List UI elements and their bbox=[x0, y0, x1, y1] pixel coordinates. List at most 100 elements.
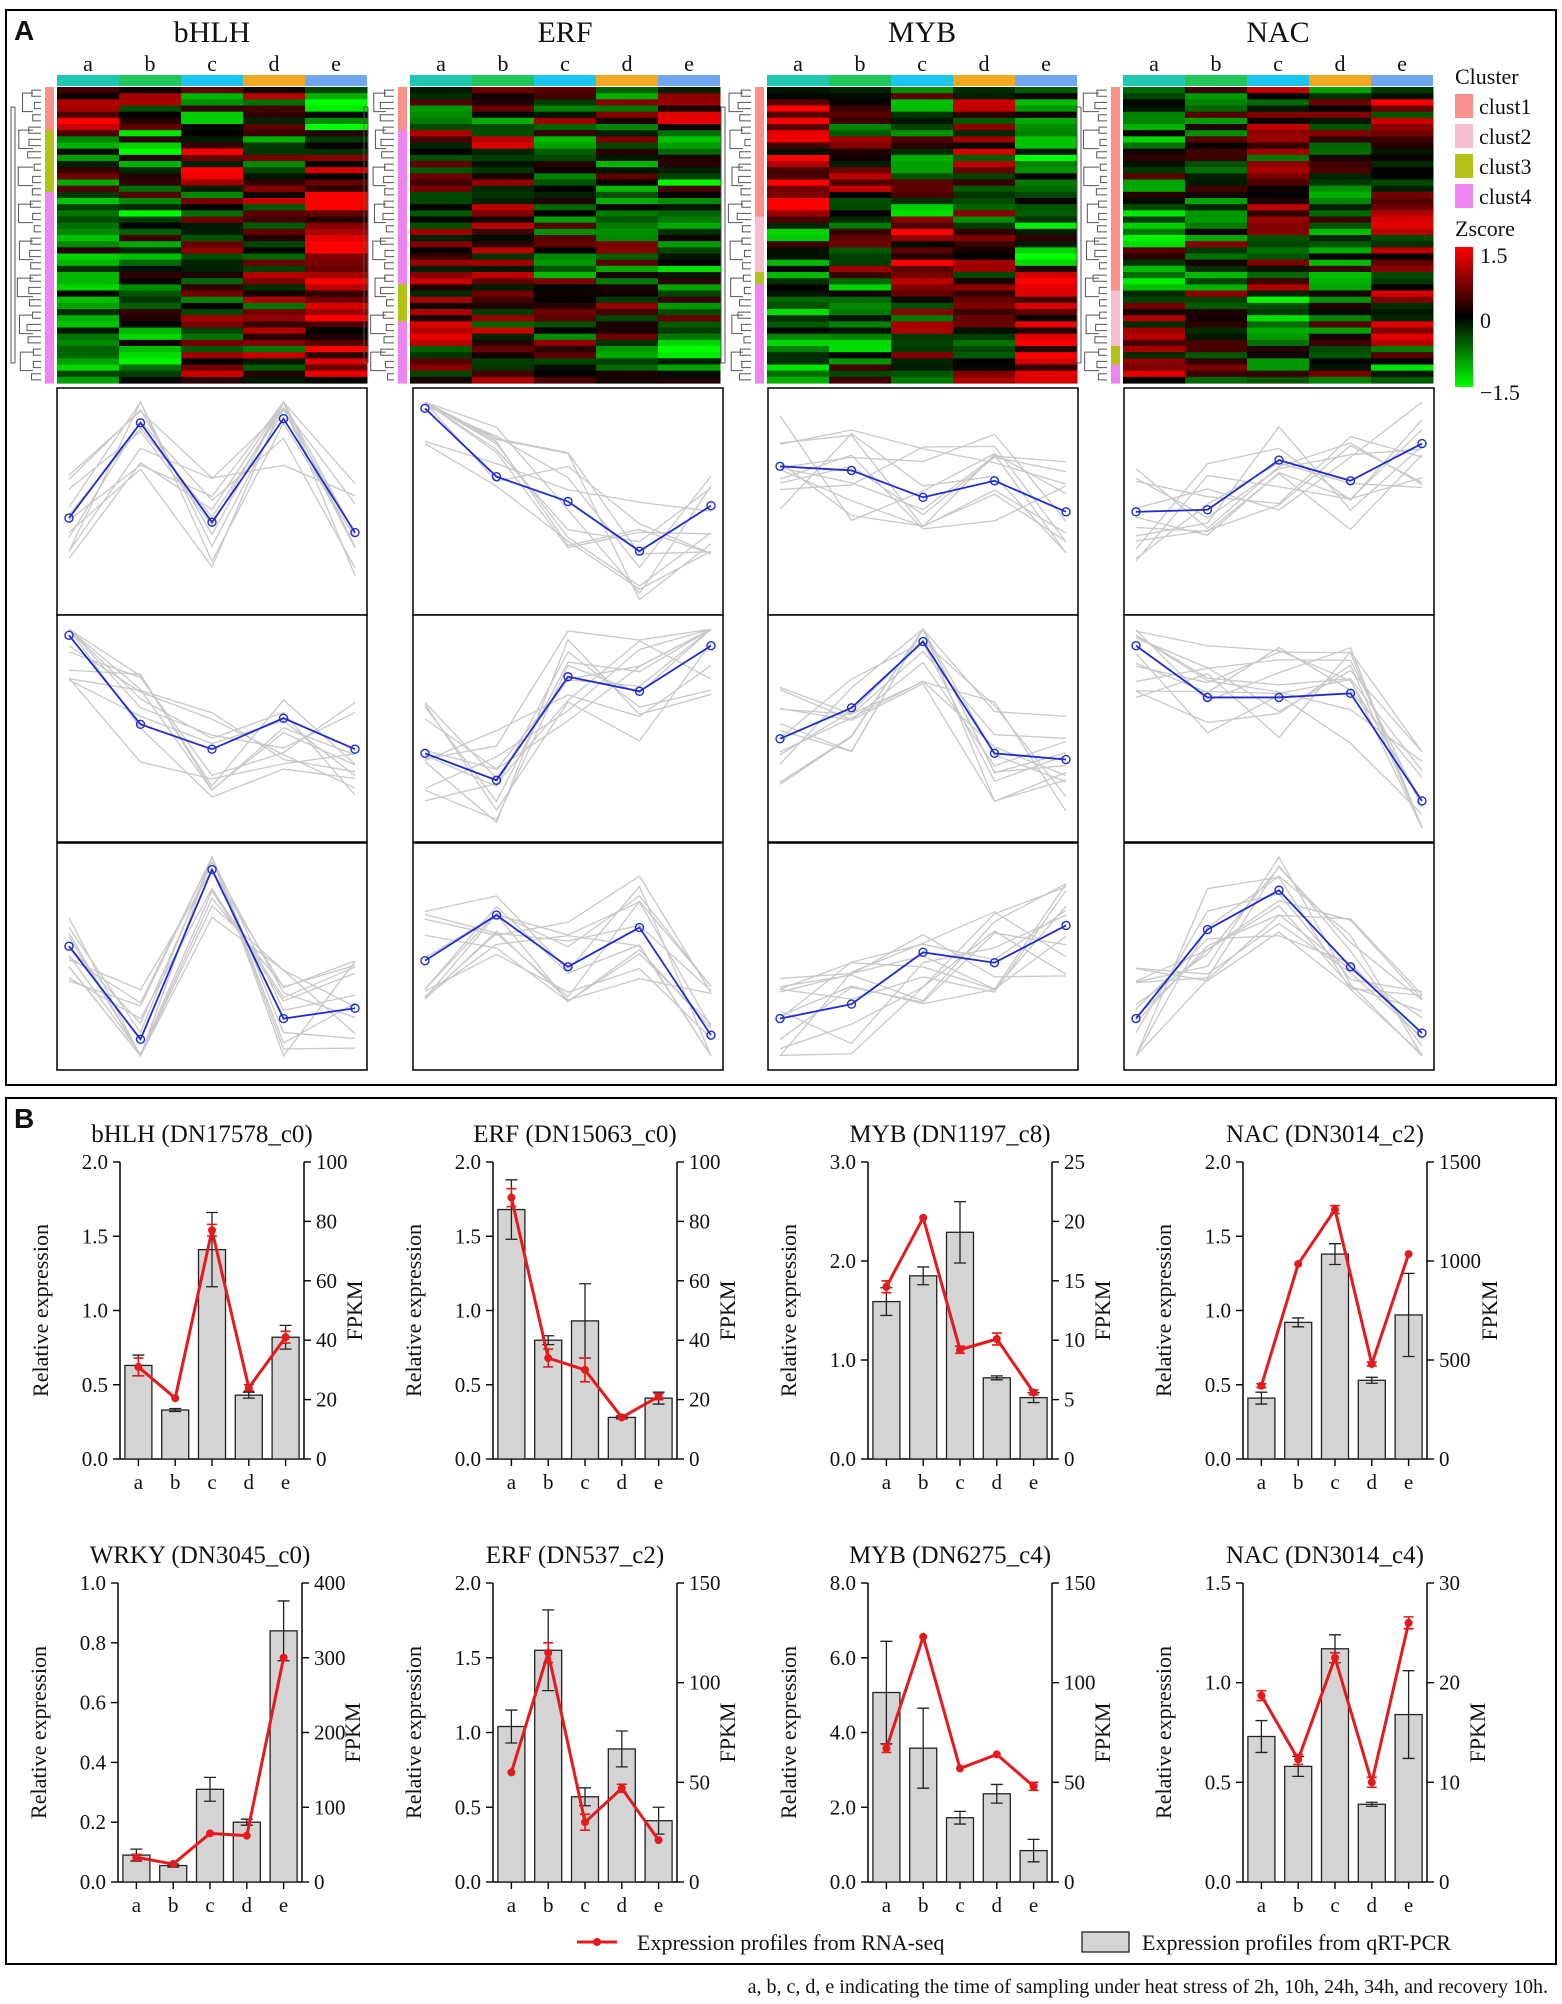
heatmap-cell bbox=[534, 284, 597, 292]
heatmap-cell bbox=[1247, 198, 1310, 205]
heatmap-cell bbox=[596, 130, 659, 137]
heatmap-cell bbox=[596, 235, 659, 242]
heatmap-cell bbox=[534, 93, 597, 100]
heatmap-cell bbox=[57, 148, 120, 156]
heatmap-cell bbox=[658, 339, 721, 347]
heatmap-cell bbox=[181, 327, 244, 335]
heatmap-cell bbox=[1185, 167, 1248, 174]
heatmap-cell bbox=[1015, 198, 1078, 205]
rna-seq-point bbox=[279, 1653, 288, 1662]
heatmap-cell bbox=[891, 247, 954, 255]
heatmap-cell bbox=[658, 148, 721, 156]
heatmap-cell bbox=[305, 272, 368, 279]
heatmap-cell bbox=[472, 136, 535, 144]
heatmap-cell bbox=[596, 198, 659, 205]
heatmap-cell bbox=[658, 111, 721, 119]
profile-mean-point bbox=[207, 864, 217, 875]
right-tick-label: 80 bbox=[689, 1209, 710, 1233]
heatmap-cell bbox=[57, 364, 120, 372]
cluster-bar-segment bbox=[45, 278, 54, 285]
rna-seq-point bbox=[544, 1354, 553, 1363]
heatmap-cell bbox=[57, 284, 120, 292]
heatmap-cell bbox=[1185, 265, 1248, 273]
heatmap-cell bbox=[181, 259, 244, 267]
heatmap-cell bbox=[953, 309, 1016, 316]
heatmap-cell bbox=[767, 142, 830, 150]
rna-seq-point bbox=[992, 1750, 1001, 1759]
right-axis-label: FPKM bbox=[340, 1703, 365, 1763]
heatmap-cell bbox=[1309, 161, 1372, 168]
heatmap-cell bbox=[891, 111, 954, 119]
heatmap-cell bbox=[534, 302, 597, 310]
right-tick-label: 40 bbox=[689, 1328, 710, 1352]
heatmap-cell bbox=[596, 191, 659, 199]
cluster-bar-segment bbox=[1111, 259, 1120, 267]
cluster-bar-segment bbox=[1111, 352, 1120, 359]
cluster-bar-segment bbox=[45, 167, 54, 174]
heatmap-cell bbox=[243, 173, 306, 181]
left-tick-label: 1.5 bbox=[455, 1224, 481, 1248]
heatmap-cell bbox=[1123, 216, 1186, 224]
rna-seq-point bbox=[919, 1213, 928, 1222]
cluster-bar-segment bbox=[755, 290, 764, 298]
heatmap-cell bbox=[891, 222, 954, 230]
cluster-bar-segment bbox=[398, 290, 407, 298]
heatmap-cell bbox=[1185, 346, 1248, 353]
cluster-bar-segment bbox=[45, 93, 54, 100]
sample-color-bar bbox=[1309, 75, 1371, 86]
heatmap-cell bbox=[472, 370, 535, 378]
cluster-bar-segment bbox=[398, 265, 407, 273]
qrt-pcr-error-bar bbox=[1027, 1838, 1040, 1863]
zscore-tick: 1.5 bbox=[1480, 243, 1508, 268]
profile-gene-line bbox=[1135, 637, 1423, 753]
heatmap-cell bbox=[829, 327, 892, 335]
heatmap-cell bbox=[953, 272, 1016, 279]
heatmap-cell bbox=[534, 185, 597, 193]
profile-gene-line bbox=[779, 905, 1067, 991]
heatmap-cell bbox=[1371, 370, 1434, 378]
right-tick-label: 30 bbox=[1439, 1571, 1460, 1595]
x-tick-label: d bbox=[617, 1470, 628, 1494]
heatmap-cell bbox=[658, 216, 721, 224]
heatmap-cell bbox=[658, 247, 721, 255]
cluster-bar-segment bbox=[398, 142, 407, 150]
heatmap-cell bbox=[1123, 358, 1186, 366]
heatmap-cell bbox=[1123, 265, 1186, 273]
heatmap-cell bbox=[1371, 290, 1434, 298]
heatmap-cell bbox=[305, 111, 368, 119]
heatmap-cell bbox=[1123, 327, 1186, 335]
cluster-legend-swatch bbox=[1455, 184, 1473, 208]
heatmap-cell bbox=[891, 228, 954, 236]
heatmap-cell bbox=[1015, 272, 1078, 279]
heatmap-cell bbox=[891, 346, 954, 353]
sample-label: a bbox=[83, 51, 93, 76]
right-tick-label: 200 bbox=[314, 1721, 346, 1745]
heatmap-cell bbox=[305, 142, 368, 150]
right-tick-label: 300 bbox=[314, 1646, 346, 1670]
heatmap-cell bbox=[829, 290, 892, 298]
heatmap-cell bbox=[1123, 333, 1186, 341]
left-tick-label: 4.0 bbox=[830, 1721, 856, 1745]
rna-seq-point bbox=[1257, 1381, 1266, 1390]
cluster-bar-segment bbox=[755, 370, 764, 378]
qrt-pcr-bar bbox=[1019, 1396, 1048, 1460]
heatmap-cell bbox=[410, 161, 473, 168]
heatmap-cell bbox=[534, 191, 597, 199]
cluster-bar-segment bbox=[755, 198, 764, 205]
heatmap-cell bbox=[119, 278, 182, 285]
heatmap-cell bbox=[953, 358, 1016, 366]
heatmap-cell bbox=[1123, 253, 1186, 261]
heatmap-cell bbox=[243, 253, 306, 261]
qrt-pcr-bar bbox=[982, 1377, 1011, 1460]
heatmap-cell bbox=[1185, 296, 1248, 304]
heatmap-cell bbox=[57, 228, 120, 236]
profile-plot-nac-1 bbox=[1123, 387, 1435, 616]
heatmap-cell bbox=[119, 161, 182, 168]
heatmap-cell bbox=[243, 327, 306, 335]
heatmap-cell bbox=[658, 173, 721, 181]
heatmap-cell bbox=[57, 167, 120, 174]
cluster-legend-label: clust4 bbox=[1479, 184, 1532, 209]
cluster-bar-segment bbox=[45, 161, 54, 168]
heatmap-cell bbox=[472, 148, 535, 156]
